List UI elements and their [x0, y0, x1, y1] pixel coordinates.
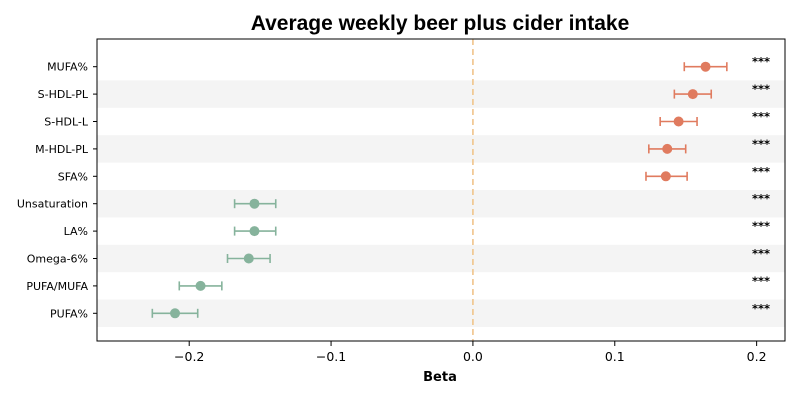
estimate-point [660, 171, 671, 182]
significance-label: *** [752, 192, 770, 206]
estimate-row [673, 89, 713, 100]
significance-label: *** [752, 219, 770, 233]
significance-label: *** [752, 301, 770, 315]
significance-label: *** [752, 274, 770, 288]
data-marks [151, 61, 728, 319]
y-tick-label: S-HDL-L [44, 116, 89, 129]
significance-label: *** [752, 164, 770, 178]
y-tick-label: Omega-6% [27, 253, 88, 266]
x-tick-label: 0.1 [605, 349, 625, 364]
x-tick-label: 0.2 [747, 349, 767, 364]
estimate-point [662, 143, 673, 154]
significance-label: *** [752, 247, 770, 261]
estimate-point [700, 61, 711, 72]
x-axis-ticks: −0.2 −0.1 0.0 0.1 0.2 [174, 341, 767, 364]
y-tick-label: Unsaturation [17, 198, 88, 211]
significance-label: *** [752, 82, 770, 96]
estimate-row [233, 198, 277, 209]
row-band [97, 80, 785, 108]
estimate-point [687, 89, 698, 100]
estimate-row [683, 61, 728, 72]
y-tick-label: S-HDL-PL [38, 88, 89, 101]
estimate-row [659, 116, 698, 127]
estimate-point [195, 280, 206, 291]
plot-frame [96, 38, 786, 342]
y-tick-label: SFA% [58, 170, 88, 183]
estimate-point [249, 198, 260, 209]
estimate-row [233, 226, 277, 237]
y-tick-label: PUFA% [50, 307, 88, 320]
x-tick-label: 0.0 [463, 349, 483, 364]
chart-title: Average weekly beer plus cider intake [251, 12, 630, 35]
row-band [97, 299, 785, 327]
estimate-row [151, 308, 199, 319]
y-tick-labels: MUFA% S-HDL-PL S-HDL-L M-HDL-PL SFA% Unsatura… [17, 61, 97, 320]
estimate-row [645, 171, 688, 182]
estimate-point [170, 308, 181, 319]
y-tick-label: MUFA% [47, 61, 88, 74]
row-band [97, 244, 785, 273]
x-tick-label: −0.1 [316, 349, 346, 364]
y-tick-label: PUFA/MUFA [26, 280, 88, 293]
estimate-row [226, 253, 271, 264]
estimate-row [178, 280, 223, 291]
significance-label: *** [752, 137, 770, 151]
significance-labels: *** *** *** *** *** *** *** *** *** *** [752, 55, 770, 316]
y-tick-label: LA% [64, 225, 88, 238]
y-tick-label: M-HDL-PL [35, 143, 89, 156]
x-tick-label: −0.2 [174, 349, 204, 364]
significance-label: *** [752, 55, 770, 69]
estimate-point [243, 253, 254, 264]
x-axis-label: Beta [423, 370, 457, 385]
row-band [97, 190, 785, 218]
estimate-point [249, 226, 260, 237]
estimate-row [648, 143, 687, 154]
significance-label: *** [752, 110, 770, 124]
estimate-point [673, 116, 684, 127]
